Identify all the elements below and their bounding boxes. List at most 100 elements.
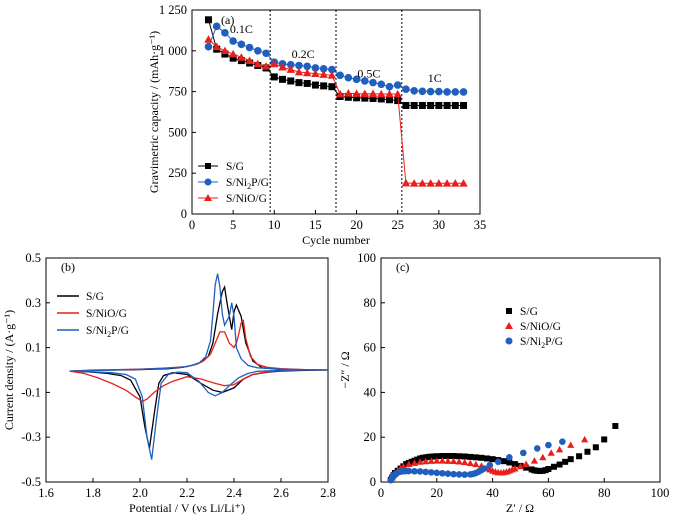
point-s-nio-g: [360, 89, 369, 98]
legend-label-s-g: S/G: [226, 161, 244, 173]
x-tick-label: 60: [542, 486, 555, 500]
point-s-g: [500, 458, 507, 465]
point-s-nio-g: [555, 445, 564, 453]
point-s-nio-g: [368, 89, 378, 98]
point-s-g: [394, 97, 402, 105]
point-s-ni2p-g: [286, 60, 295, 69]
x-tick-label: 25: [391, 218, 404, 232]
point-s-nio-g: [220, 46, 230, 55]
point-s-nio-g: [459, 179, 468, 187]
point-s-g: [270, 73, 278, 81]
x-tick-label: 1.8: [85, 486, 101, 500]
point-s-nio-g: [472, 460, 480, 468]
point-s-g: [584, 448, 591, 455]
point-s-g: [344, 93, 352, 101]
point-s-g: [523, 464, 530, 471]
point-s-g: [444, 453, 451, 460]
point-s-nio-g: [449, 457, 458, 465]
panel-a-tag: (a): [221, 13, 234, 27]
point-s-ni2p-g: [411, 467, 418, 475]
point-s-nio-g: [212, 42, 221, 51]
point-s-ni2p-g: [451, 88, 460, 96]
point-s-ni2p-g: [204, 42, 213, 51]
point-s-ni2p-g: [336, 71, 344, 80]
x-tick-label: 10: [268, 218, 281, 232]
point-s-g: [562, 458, 569, 465]
point-s-g: [361, 94, 369, 102]
x-tick-label: 2.2: [179, 486, 195, 500]
point-s-ni2p-g: [385, 82, 394, 91]
point-s-nio-g: [399, 462, 407, 470]
point-s-nio-g: [204, 35, 213, 43]
legend-label-b-s-g: S/G: [86, 291, 104, 303]
panel-c-ticks: 0 20 40 60 80 100 0 20 40 60 80 100: [357, 251, 669, 500]
point-s-nio-g: [516, 462, 525, 470]
point-s-nio-g: [581, 435, 589, 443]
point-s-nio-g: [539, 453, 547, 461]
point-s-nio-g: [567, 441, 575, 448]
point-s-ni2p-g: [427, 469, 435, 476]
point-s-nio-g: [405, 460, 413, 467]
legend-label-c-s-ni2p-g: S/Ni2P/G: [520, 336, 563, 350]
point-s-nio-g: [245, 56, 254, 64]
point-s-nio-g: [433, 457, 441, 464]
point-s-ni2p-g: [369, 78, 377, 87]
point-s-g: [456, 453, 463, 460]
point-s-g: [550, 463, 557, 470]
point-s-nio-g: [426, 179, 435, 187]
point-s-nio-g: [393, 89, 402, 98]
point-s-ni2p-g: [352, 75, 361, 84]
point-s-ni2p-g: [494, 458, 502, 466]
legend-label-b-s-nio-g: S/NiO/G: [86, 308, 127, 320]
panel-c-tag: (c): [396, 260, 409, 274]
point-s-g: [484, 455, 491, 462]
point-s-nio-g: [335, 89, 345, 98]
x-tick-label: 2.0: [132, 486, 148, 500]
point-s-ni2p-g: [344, 73, 353, 82]
panel-a-legend: S/G S/Ni2P/G S/NiO/G: [198, 161, 269, 205]
y-tick-label: 60: [364, 341, 377, 355]
point-s-nio-g: [442, 179, 452, 187]
point-s-nio-g: [530, 457, 539, 464]
point-s-g: [435, 101, 443, 109]
point-s-nio-g: [286, 65, 295, 73]
point-s-g: [601, 436, 608, 443]
legend-item-b-s-ni2p-g: S/Ni2P/G: [57, 325, 129, 339]
point-s-g: [229, 54, 237, 62]
panel-c-marks: [387, 423, 619, 484]
legend-item-b-s-nio-g: S/NiO/G: [57, 308, 127, 320]
x-tick-label: 30: [433, 218, 446, 232]
point-s-g: [433, 453, 440, 460]
point-s-nio-g: [344, 89, 353, 97]
panel-c-ylabel: −Z″ / Ω: [338, 351, 352, 388]
y-tick-label: 250: [168, 166, 187, 180]
point-s-ni2p-g: [410, 86, 418, 95]
point-s-g: [439, 453, 446, 460]
point-s-ni2p-g: [519, 449, 527, 457]
point-s-nio-g: [410, 459, 419, 466]
point-s-nio-g: [461, 458, 469, 466]
point-s-g: [328, 83, 336, 91]
y-tick-label: 0: [370, 475, 376, 489]
x-tick-label: 80: [598, 486, 611, 500]
point-s-g: [460, 101, 468, 109]
panel-b-ylabel: Current density / (A·g⁻¹): [2, 310, 16, 430]
point-s-ni2p-g: [212, 22, 221, 31]
y-tick-label: 0.1: [25, 341, 41, 355]
point-s-ni2p-g: [461, 471, 469, 478]
point-s-ni2p-g: [443, 88, 451, 96]
point-s-nio-g: [228, 49, 238, 58]
x-tick-label: 2.4: [226, 486, 242, 500]
panel-a-xlabel: Cycle number: [302, 233, 370, 247]
panel-b-xlabel: Potential / V (vs Li/Li⁺): [129, 501, 245, 515]
x-tick-label: 35: [474, 218, 487, 232]
panel-a-marks: [204, 16, 468, 187]
point-s-g: [467, 453, 474, 460]
panel-c-frame: [380, 257, 661, 483]
point-s-ni2p-g: [426, 87, 435, 96]
point-s-ni2p-g: [444, 470, 452, 478]
point-s-g: [576, 453, 583, 460]
point-s-g: [443, 101, 451, 109]
panel-a-rate-labels: 0.1C 0.2C 0.5C 1C: [230, 22, 442, 85]
